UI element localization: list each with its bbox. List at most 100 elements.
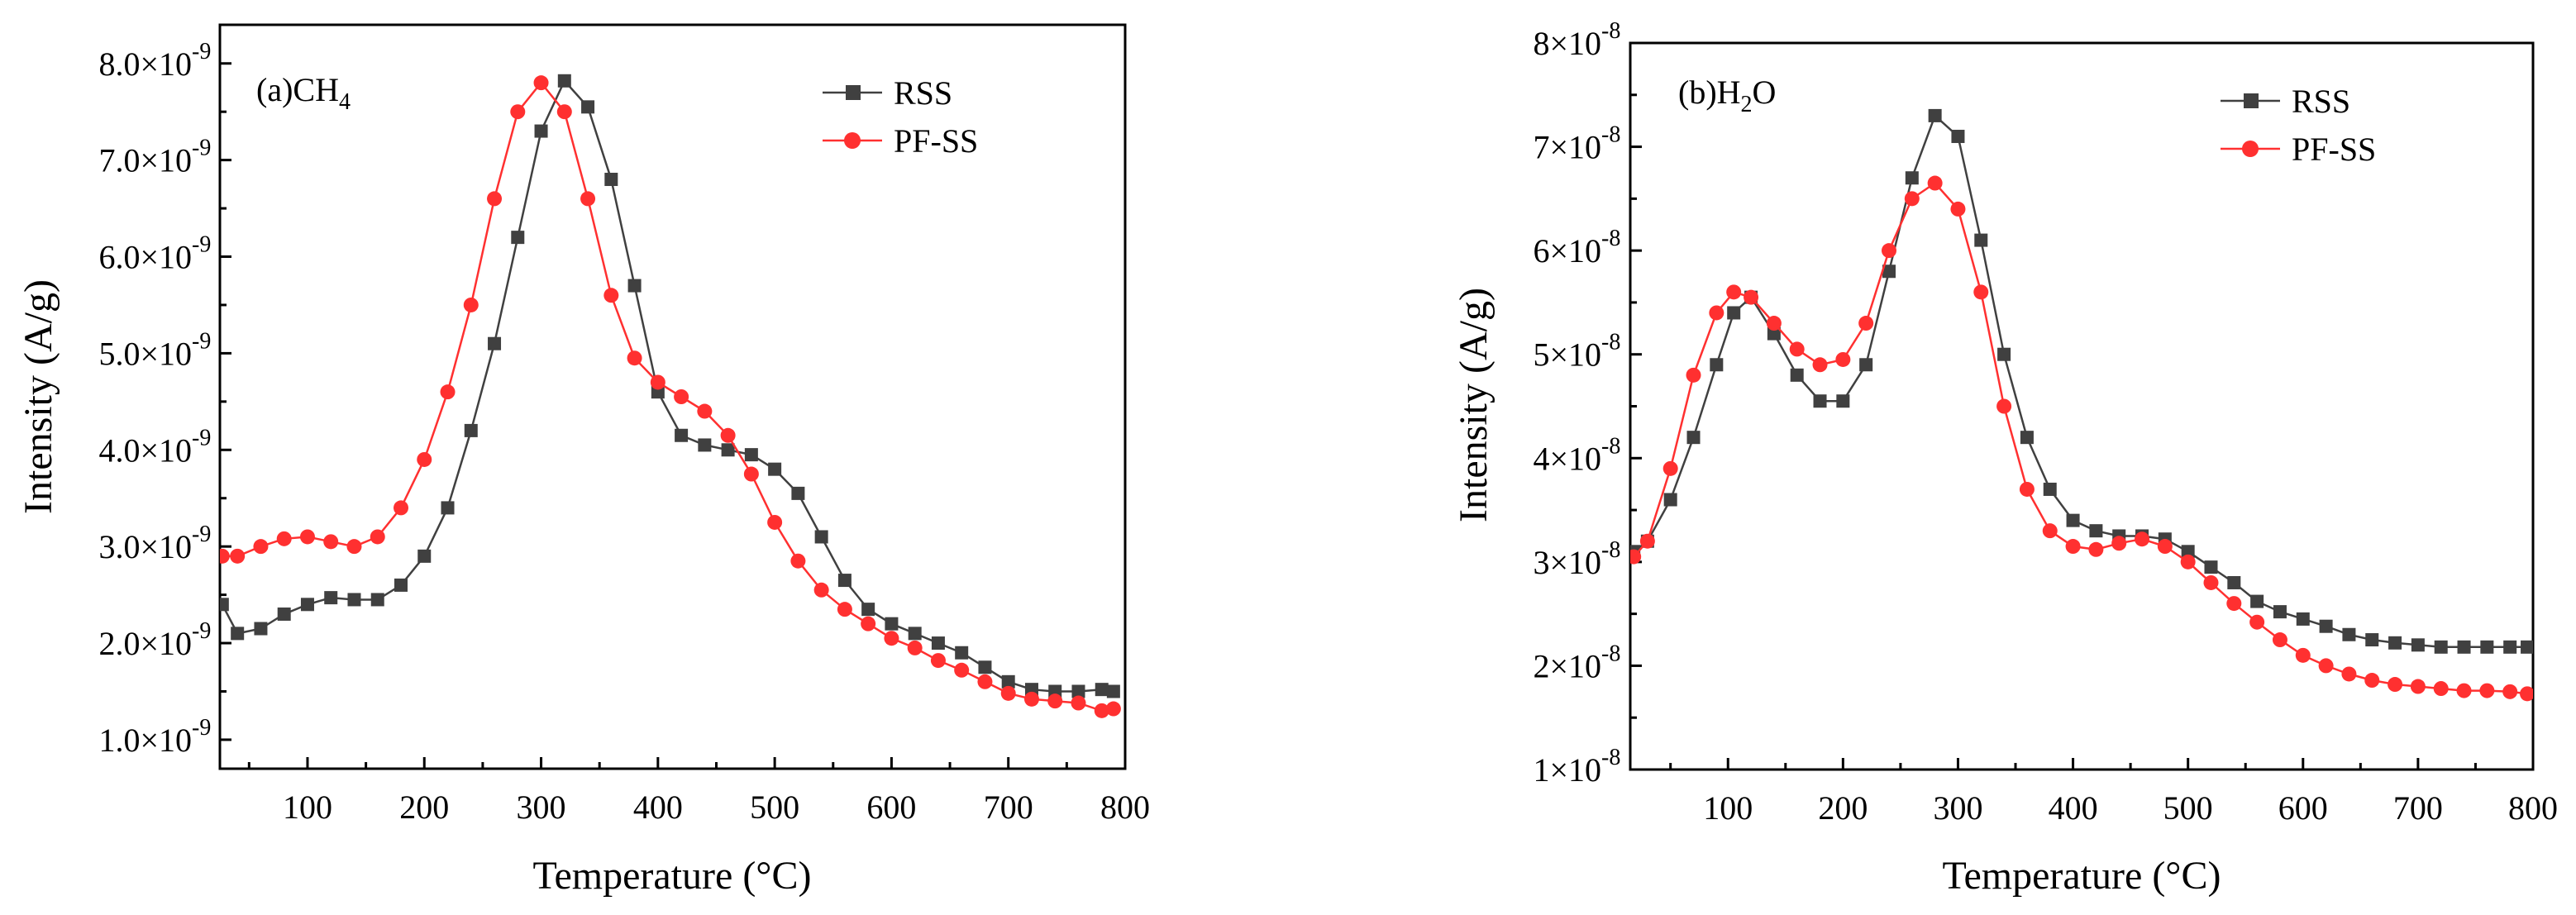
data-point-rss — [2342, 627, 2356, 641]
data-point-rss — [581, 100, 595, 114]
data-point-pf-ss — [2410, 679, 2426, 694]
data-point-rss — [1997, 347, 2011, 361]
data-point-pf-ss — [2502, 684, 2518, 699]
data-point-pf-ss — [440, 384, 456, 400]
data-point-pf-ss — [627, 350, 642, 366]
data-point-rss — [2066, 513, 2080, 527]
data-point-pf-ss — [1639, 533, 1655, 549]
data-point-rss — [464, 423, 478, 437]
legend-item-pf-ss: PF-SS — [2221, 131, 2376, 168]
x-tick-label: 800 — [2508, 789, 2558, 827]
y-tick-label: 5.0×10 — [98, 335, 192, 372]
data-point-pf-ss — [1709, 305, 1724, 321]
data-point-rss — [2296, 612, 2310, 626]
data-point-pf-ss — [2479, 683, 2495, 698]
panel-label: (b)H2O — [1678, 74, 1776, 117]
data-point-pf-ss — [1744, 289, 1759, 305]
panel-label: (a)CH4 — [256, 71, 351, 115]
data-point-rss — [534, 124, 548, 138]
data-point-rss — [955, 646, 969, 660]
y-tick-exponent: -9 — [192, 136, 211, 161]
data-point-pf-ss — [2203, 574, 2219, 590]
data-point-pf-ss — [697, 403, 713, 419]
data-point-pf-ss — [2088, 541, 2104, 557]
y-tick-label: 8.0×10 — [98, 45, 192, 83]
data-point-rss — [1686, 431, 1701, 445]
data-point-pf-ss — [417, 451, 432, 467]
y-tick-label: 5×10 — [1533, 336, 1601, 374]
data-point-pf-ss — [790, 553, 806, 569]
data-point-rss — [488, 336, 502, 350]
data-point-rss — [1095, 683, 1109, 697]
series-line-pf-ss — [222, 81, 1114, 712]
data-point-rss — [885, 617, 899, 631]
data-point-rss — [2388, 636, 2402, 650]
data-point-pf-ss — [1630, 549, 1642, 565]
series-line-pf-ss — [1633, 181, 2528, 695]
data-point-pf-ss — [767, 514, 783, 530]
data-point-rss — [2273, 605, 2287, 619]
data-point-pf-ss — [930, 653, 946, 669]
data-point-pf-ss — [884, 631, 899, 646]
y-tick-label: 1.0×10 — [98, 722, 192, 759]
data-point-rss — [2181, 545, 2195, 559]
data-point-rss — [768, 462, 782, 476]
legend-marker — [2242, 141, 2259, 157]
data-point-pf-ss — [1904, 191, 1920, 207]
data-point-pf-ss — [1927, 175, 1943, 191]
y-axis-title: Intensity (A/g) — [17, 279, 60, 514]
data-point-pf-ss — [299, 529, 315, 545]
y-tick-exponent: -9 — [192, 39, 211, 64]
y-tick-exponent: -9 — [192, 328, 211, 354]
data-point-rss — [300, 598, 314, 612]
data-point-pf-ss — [370, 529, 385, 545]
x-tick-label: 400 — [2049, 789, 2098, 827]
data-point-pf-ss — [1023, 691, 1039, 707]
data-point-pf-ss — [2295, 647, 2311, 663]
data-point-rss — [1928, 108, 1942, 122]
y-tick-exponent: -8 — [1601, 226, 1620, 251]
data-point-rss — [2411, 638, 2425, 652]
data-point-pf-ss — [1662, 460, 1678, 476]
x-tick-label: 500 — [750, 789, 799, 826]
x-tick-label: 600 — [866, 789, 916, 826]
data-point-pf-ss — [2157, 539, 2173, 555]
y-tick-label: 6.0×10 — [98, 239, 192, 276]
plot-area — [220, 74, 1121, 718]
data-point-rss — [1710, 358, 1724, 372]
data-point-rss — [441, 501, 455, 515]
data-point-rss — [417, 549, 432, 563]
data-point-rss — [1663, 493, 1677, 507]
data-point-rss — [1859, 358, 1873, 372]
data-point-rss — [2521, 640, 2533, 654]
data-point-pf-ss — [2019, 481, 2035, 497]
data-point-pf-ss — [1766, 316, 1782, 331]
data-point-pf-ss — [1835, 351, 1851, 367]
data-point-pf-ss — [220, 548, 230, 564]
y-tick-label: 2.0×10 — [98, 625, 192, 662]
plot-frame — [218, 23, 1127, 770]
y-tick-exponent: -8 — [1601, 330, 1620, 355]
data-point-rss — [837, 574, 852, 588]
data-point-rss — [2319, 619, 2333, 633]
data-point-pf-ss — [487, 191, 503, 207]
data-point-rss — [1882, 264, 1896, 279]
legend-marker — [846, 85, 861, 100]
y-tick-label: 4×10 — [1533, 440, 1601, 477]
x-tick-label: 100 — [283, 789, 332, 826]
data-point-pf-ss — [650, 374, 665, 390]
y-tick-label: 7.0×10 — [98, 142, 192, 179]
y-tick-exponent: -9 — [192, 522, 211, 547]
y-tick-exponent: -9 — [192, 232, 211, 258]
data-point-rss — [698, 438, 712, 452]
data-point-rss — [721, 443, 735, 457]
legend-marker — [2244, 93, 2259, 108]
data-point-pf-ss — [253, 539, 269, 555]
data-point-pf-ss — [2272, 632, 2287, 648]
legend-label: PF-SS — [2292, 131, 2376, 168]
data-point-pf-ss — [2226, 596, 2242, 612]
data-point-rss — [2250, 594, 2264, 608]
data-point-rss — [2020, 431, 2034, 445]
legend-item-rss: RSS — [823, 74, 952, 112]
